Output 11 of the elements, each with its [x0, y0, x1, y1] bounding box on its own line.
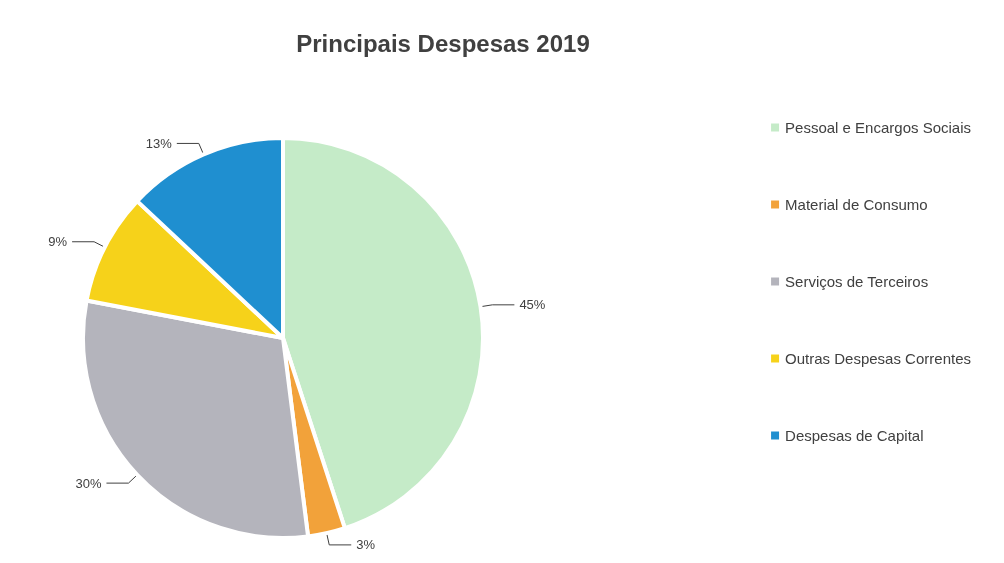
data-label: 9% — [48, 234, 68, 250]
legend-label: Outras Despesas Correntes — [785, 350, 971, 367]
legend-label: Material de Consumo — [785, 196, 928, 213]
data-label: 13% — [145, 135, 173, 151]
data-label: 45% — [519, 297, 546, 313]
data-label: 30% — [75, 475, 102, 491]
legend-label: Serviços de Terceiros — [785, 273, 929, 290]
chart-title: Principais Despesas 2019 — [296, 29, 590, 57]
data-label: 3% — [356, 537, 376, 553]
legend-label: Pessoal e Encargos Sociais — [785, 119, 971, 136]
legend-label: Despesas de Capital — [785, 427, 924, 444]
